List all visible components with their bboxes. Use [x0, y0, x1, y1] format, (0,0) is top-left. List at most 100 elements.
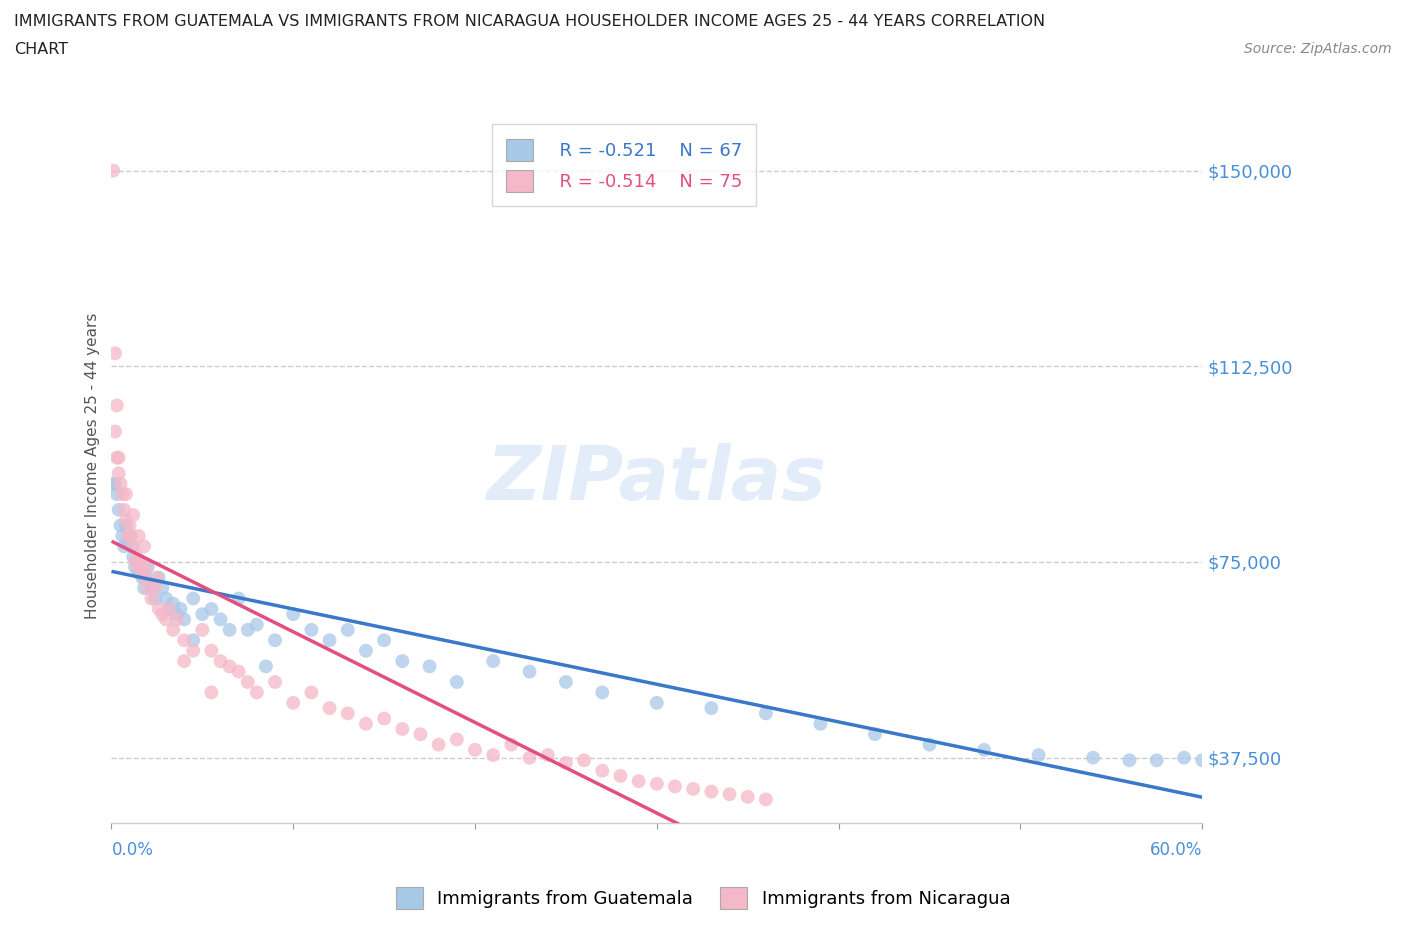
Point: [117, 528, 139, 543]
Point: [125, 550, 148, 565]
Point: [128, 560, 150, 575]
Point: [200, 644, 222, 658]
Point: [419, 659, 441, 674]
Point: [104, 346, 127, 361]
Point: [169, 602, 191, 617]
Point: [150, 580, 173, 595]
Point: [162, 622, 184, 637]
Point: [162, 596, 184, 611]
Point: [143, 580, 166, 595]
Point: [122, 538, 145, 553]
Point: [120, 528, 142, 543]
Point: [254, 659, 277, 674]
Point: [409, 726, 432, 741]
Point: [117, 534, 139, 549]
Point: [264, 632, 287, 647]
Point: [264, 674, 287, 689]
Point: [609, 768, 631, 783]
Point: [191, 622, 214, 637]
Point: [124, 554, 146, 569]
Point: [1146, 753, 1168, 768]
Point: [446, 732, 468, 747]
Legend: Immigrants from Guatemala, Immigrants from Nicaragua: Immigrants from Guatemala, Immigrants fr…: [388, 880, 1018, 916]
Point: [129, 554, 152, 569]
Point: [482, 748, 505, 763]
Point: [111, 528, 134, 543]
Point: [111, 486, 134, 501]
Point: [118, 528, 141, 543]
Point: [200, 685, 222, 700]
Point: [519, 664, 541, 679]
Point: [554, 755, 576, 770]
Point: [318, 632, 340, 647]
Point: [173, 632, 195, 647]
Point: [446, 674, 468, 689]
Point: [134, 570, 156, 585]
Point: [218, 622, 240, 637]
Text: CHART: CHART: [14, 42, 67, 57]
Point: [682, 781, 704, 796]
Point: [166, 612, 188, 627]
Point: [1191, 753, 1213, 768]
Point: [645, 696, 668, 711]
Point: [134, 580, 156, 595]
Point: [155, 612, 177, 627]
Y-axis label: Householder Income Ages 25 - 44 years: Householder Income Ages 25 - 44 years: [86, 312, 100, 618]
Point: [143, 591, 166, 606]
Point: [664, 779, 686, 794]
Point: [918, 737, 941, 752]
Point: [391, 654, 413, 669]
Point: [134, 538, 156, 553]
Point: [700, 784, 723, 799]
Point: [718, 787, 741, 802]
Text: 60.0%: 60.0%: [1150, 841, 1202, 859]
Point: [104, 424, 127, 439]
Point: [120, 538, 142, 553]
Point: [166, 606, 188, 621]
Point: [122, 508, 145, 523]
Point: [645, 777, 668, 791]
Point: [863, 726, 886, 741]
Point: [128, 528, 150, 543]
Point: [236, 622, 259, 637]
Point: [122, 550, 145, 565]
Point: [136, 580, 159, 595]
Point: [173, 654, 195, 669]
Point: [501, 737, 523, 752]
Point: [107, 450, 129, 465]
Text: ZIPatlas: ZIPatlas: [486, 444, 827, 516]
Point: [159, 602, 181, 617]
Point: [135, 570, 157, 585]
Point: [104, 476, 127, 491]
Point: [181, 591, 204, 606]
Point: [218, 659, 240, 674]
Legend:   R = -0.521    N = 67,   R = -0.514    N = 75: R = -0.521 N = 67, R = -0.514 N = 75: [492, 125, 756, 206]
Point: [112, 538, 135, 553]
Point: [627, 774, 650, 789]
Point: [181, 632, 204, 647]
Point: [591, 685, 613, 700]
Point: [354, 644, 377, 658]
Point: [141, 591, 163, 606]
Point: [973, 742, 995, 757]
Point: [181, 644, 204, 658]
Point: [1173, 751, 1195, 765]
Point: [1028, 748, 1050, 763]
Point: [318, 700, 340, 715]
Point: [1118, 753, 1140, 768]
Point: [283, 606, 305, 621]
Point: [173, 612, 195, 627]
Point: [131, 570, 153, 585]
Point: [1081, 751, 1104, 765]
Point: [737, 790, 759, 804]
Point: [131, 565, 153, 580]
Point: [519, 751, 541, 765]
Point: [115, 518, 138, 533]
Point: [299, 685, 322, 700]
Point: [236, 674, 259, 689]
Point: [118, 518, 141, 533]
Point: [128, 565, 150, 580]
Point: [150, 606, 173, 621]
Point: [336, 706, 359, 721]
Point: [115, 486, 138, 501]
